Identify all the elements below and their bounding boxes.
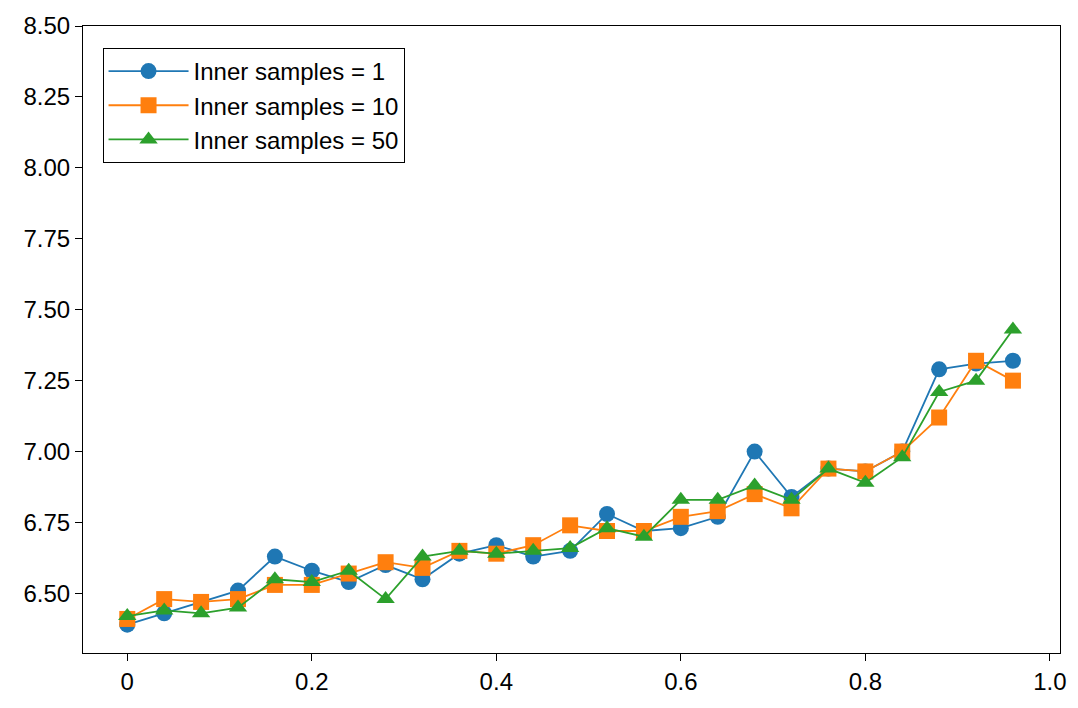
svg-text:0.8: 0.8 (849, 668, 882, 695)
svg-text:6.50: 6.50 (23, 580, 70, 607)
svg-text:1.0: 1.0 (1033, 668, 1066, 695)
svg-text:Inner samples = 50: Inner samples = 50 (194, 127, 399, 154)
svg-text:8.25: 8.25 (23, 83, 70, 110)
svg-text:7.75: 7.75 (23, 225, 70, 252)
svg-text:Inner samples = 10: Inner samples = 10 (194, 93, 399, 120)
svg-text:6.75: 6.75 (23, 509, 70, 536)
svg-text:8.50: 8.50 (23, 12, 70, 39)
svg-text:0.4: 0.4 (480, 668, 513, 695)
svg-text:7.00: 7.00 (23, 438, 70, 465)
svg-text:0: 0 (121, 668, 134, 695)
svg-text:Inner samples = 1: Inner samples = 1 (194, 58, 385, 85)
svg-text:0.6: 0.6 (664, 668, 697, 695)
svg-text:0.2: 0.2 (295, 668, 328, 695)
svg-text:7.25: 7.25 (23, 367, 70, 394)
svg-text:8.00: 8.00 (23, 154, 70, 181)
svg-text:7.50: 7.50 (23, 296, 70, 323)
